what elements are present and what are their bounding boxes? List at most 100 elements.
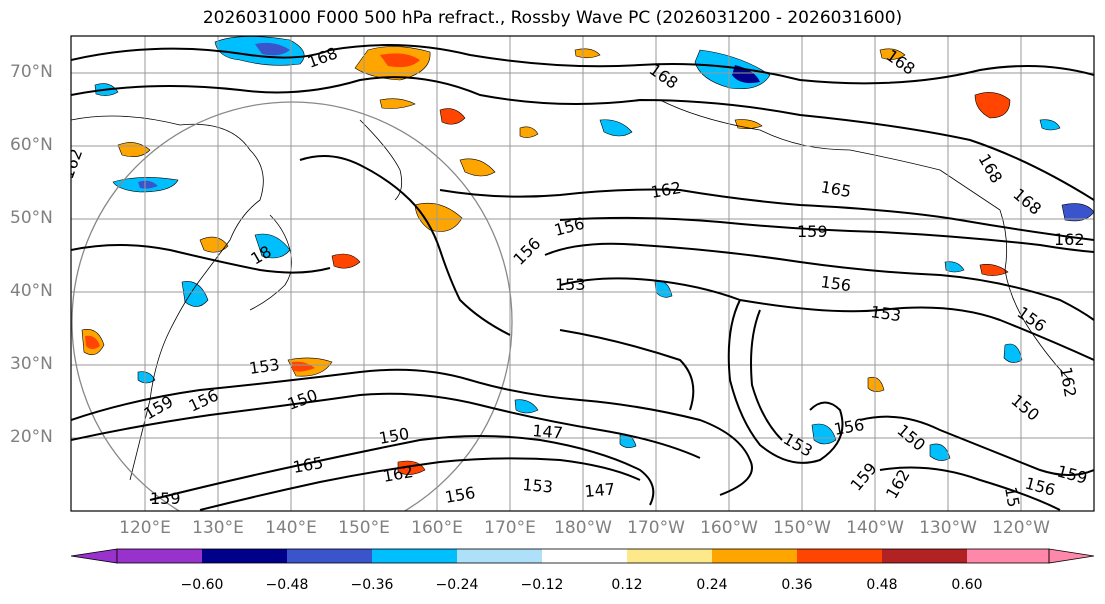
contour-label: 162	[1054, 230, 1085, 249]
colorbar-cell	[797, 549, 882, 563]
map-title: 2026031000 F000 500 hPa refract., Rossby…	[202, 8, 903, 28]
contour-line	[71, 368, 753, 496]
lon-label: 140°E	[265, 518, 317, 538]
shade-blob	[519, 126, 539, 138]
contour-label: 153	[248, 355, 281, 378]
colorbar-cell	[967, 549, 1049, 563]
contour-line	[559, 277, 1094, 361]
colorbar-cell	[287, 549, 372, 563]
lon-label: 140°W	[846, 518, 904, 538]
shade-blob	[944, 261, 965, 273]
coastline-kamchatka	[359, 119, 403, 201]
contour-label: 147	[584, 479, 616, 501]
colorbar-tick-label: −0.24	[435, 577, 479, 593]
shade-blob	[379, 98, 416, 109]
lon-label: 160°W	[700, 518, 758, 538]
lon-label: 120°E	[119, 518, 171, 538]
contour-line	[199, 457, 641, 511]
coastline-north-america	[999, 209, 1071, 381]
coastlines	[71, 99, 1071, 481]
contour-line	[879, 466, 1061, 511]
shade-blob	[1039, 119, 1061, 131]
lon-label: 180°W	[554, 518, 612, 538]
contour-line	[71, 76, 1094, 201]
lat-label: 40°N	[10, 281, 53, 301]
map-frame	[70, 35, 1095, 512]
colorbar-cell	[117, 549, 202, 563]
shade-blob	[85, 335, 100, 349]
graticule	[71, 36, 1094, 511]
contour-line	[71, 392, 701, 459]
colorbar-cell	[627, 549, 712, 563]
colorbar-cell	[457, 549, 542, 563]
colorbar-cell	[372, 549, 457, 563]
contour-line	[727, 299, 844, 464]
contour-line	[559, 216, 1094, 253]
lon-label: 160°E	[411, 518, 463, 538]
map-area: 168 168 168 168 168 162 162 165 162 159 …	[71, 36, 1094, 511]
contour-label: 156	[819, 272, 852, 295]
contour-line	[299, 155, 511, 336]
lon-label: 150°W	[773, 518, 831, 538]
contour-line	[544, 242, 1094, 321]
lat-label: 60°N	[10, 135, 53, 155]
contour-label: 153	[555, 275, 586, 294]
colorbar-tick-label: 0.36	[781, 577, 813, 593]
colorbar-tick-label: −0.60	[180, 577, 224, 593]
shade-blob	[459, 158, 496, 177]
colorbar-min-extend	[70, 548, 118, 564]
coastline-alaska	[659, 99, 1001, 211]
shade-blob	[439, 108, 466, 125]
lon-label: 170°E	[484, 518, 536, 538]
contour-line	[439, 188, 1094, 241]
colorbar-tick-label: 0.24	[696, 577, 728, 593]
contour-label: 159	[150, 489, 181, 508]
contour-label: 153	[869, 302, 902, 325]
shade-blob	[574, 48, 601, 59]
shade-blob	[199, 236, 229, 253]
lon-label: 170°W	[627, 518, 685, 538]
colorbar-tick-label: 0.12	[611, 577, 643, 593]
shade-blob	[732, 65, 760, 84]
colorbar-tick-label: −0.12	[520, 577, 564, 593]
colorbar-tick-label: −0.36	[350, 577, 394, 593]
shade-blob	[879, 48, 906, 60]
lat-label: 70°N	[10, 62, 53, 82]
shade-blob	[974, 92, 1011, 119]
shade-blob	[599, 119, 633, 137]
contour-line	[750, 309, 783, 441]
lat-label: 30°N	[10, 354, 53, 374]
shade-blob	[979, 264, 1009, 276]
shade-blob	[331, 253, 361, 269]
shaded-anomalies	[81, 36, 1094, 475]
contour-line	[71, 244, 331, 274]
shade-blob	[811, 423, 837, 445]
lat-label: 50°N	[10, 208, 53, 228]
contour-line	[859, 415, 1094, 476]
colorbar-cell	[712, 549, 797, 563]
coastline-asia	[71, 115, 264, 481]
contour-line	[71, 44, 1094, 85]
colorbar-cell	[202, 549, 287, 563]
colorbar-frame	[116, 548, 1050, 564]
colorbar-max-extend	[1048, 548, 1095, 564]
contour-label: 15	[1001, 485, 1023, 508]
colorbar-cell	[882, 549, 967, 563]
contour-label: 159	[797, 222, 828, 241]
contour-line	[149, 435, 655, 506]
lon-label: 130°E	[192, 518, 244, 538]
height-contours	[71, 44, 1094, 511]
colorbar-tick-label: −0.48	[265, 577, 309, 593]
reference-circle	[71, 101, 513, 511]
shade-blob	[255, 42, 290, 56]
lon-label: 120°W	[992, 518, 1050, 538]
contour-label: 147	[532, 421, 564, 443]
shade-blob	[1003, 343, 1023, 363]
colorbar-cell	[542, 549, 627, 563]
shade-blob	[181, 281, 209, 307]
shade-blob	[138, 180, 158, 189]
colorbar-tick-label: 0.60	[951, 577, 983, 593]
contour-label: 153	[522, 475, 554, 497]
lat-label: 20°N	[10, 427, 53, 447]
